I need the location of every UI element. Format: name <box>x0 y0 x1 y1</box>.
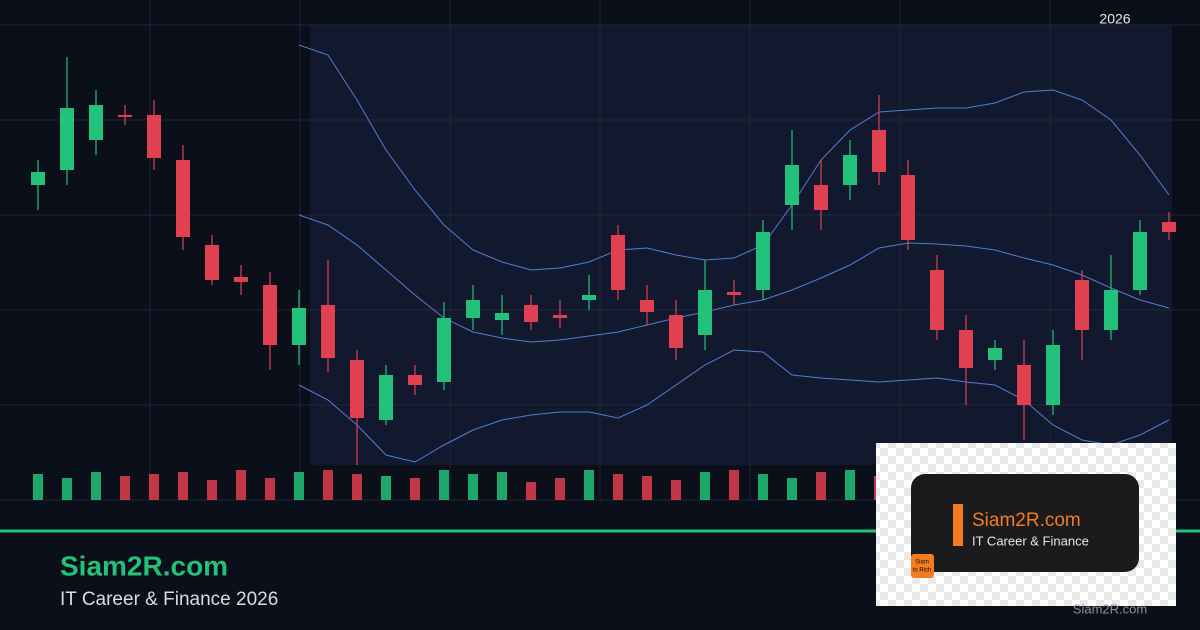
watermark-card: Siam2R.com IT Career & Finance Siam to R… <box>876 443 1176 606</box>
candle-body <box>988 348 1002 360</box>
volume-bar <box>787 478 797 500</box>
candle-body <box>408 375 422 385</box>
volume-bar <box>120 476 130 500</box>
volume-bar <box>178 472 188 500</box>
volume-bar <box>816 472 826 500</box>
volume-bar <box>207 480 217 500</box>
volume-bar <box>613 474 623 500</box>
volume-bar <box>555 478 565 500</box>
volume-bar <box>294 472 304 500</box>
card-name: Siam2R.com <box>972 510 1081 531</box>
volume-bar <box>729 470 739 500</box>
volume-bar <box>526 482 536 500</box>
candle-body <box>1017 365 1031 405</box>
candle-body <box>814 185 828 210</box>
candle-body <box>321 305 335 358</box>
candle-body <box>640 300 654 312</box>
candle-body <box>31 172 45 185</box>
candle-body <box>1075 280 1089 330</box>
candle-body <box>495 313 509 320</box>
year-label: 2026 <box>1099 11 1130 27</box>
candle-body <box>611 235 625 290</box>
candle-body <box>234 277 248 282</box>
volume-bar <box>323 470 333 500</box>
candle-body <box>1046 345 1060 405</box>
candle-body <box>901 175 915 240</box>
volume-bar <box>642 476 652 500</box>
candle-body <box>263 285 277 345</box>
candle-body <box>1133 232 1147 290</box>
candle-body <box>553 315 567 318</box>
candle-body <box>89 105 103 140</box>
candle-body <box>727 292 741 295</box>
plot <box>31 44 1176 500</box>
candle-body <box>60 108 74 170</box>
candle-body <box>437 318 451 382</box>
grid <box>0 0 1200 501</box>
candle-body <box>843 155 857 185</box>
candle-body <box>698 290 712 335</box>
candle-body <box>930 270 944 330</box>
candle-body <box>379 375 393 420</box>
candle-body <box>118 115 132 117</box>
footer-site: Siam2R.com <box>1073 601 1147 616</box>
brand-name: Siam2R.com <box>60 550 228 581</box>
candle-body <box>669 315 683 348</box>
candle-body <box>756 232 770 290</box>
card-accent <box>953 504 963 546</box>
volume-bar <box>439 470 449 500</box>
candle-body <box>350 360 364 418</box>
candle-body <box>292 308 306 345</box>
card-tagline: IT Career & Finance <box>972 533 1089 548</box>
volume-bar <box>62 478 72 500</box>
candle-body <box>1162 222 1176 232</box>
logo <box>911 554 934 578</box>
candle-body <box>205 245 219 280</box>
volume-bar <box>497 472 507 500</box>
volume-bar <box>236 470 246 500</box>
volume-bar <box>33 474 43 500</box>
volume-bar <box>584 470 594 500</box>
candle-body <box>147 115 161 158</box>
logo-line: to Rich <box>913 568 932 574</box>
candle-body <box>524 305 538 322</box>
card <box>911 474 1139 572</box>
volume-bar <box>352 474 362 500</box>
volume-bar <box>410 478 420 500</box>
candle-body <box>582 295 596 300</box>
volume-bar <box>381 476 391 500</box>
volume-bar <box>91 472 101 500</box>
candle-body <box>959 330 973 368</box>
volume-bar <box>700 472 710 500</box>
logo-line: Siam <box>915 560 929 566</box>
candle-body <box>466 300 480 318</box>
candle-body <box>785 165 799 205</box>
candle-body <box>1104 290 1118 330</box>
volume-bar <box>671 480 681 500</box>
volume-bar <box>845 470 855 500</box>
candle-body <box>176 160 190 237</box>
band-upper <box>298 44 1170 271</box>
candle-body <box>872 130 886 172</box>
volume-bar <box>265 478 275 500</box>
brand-tagline: IT Career & Finance 2026 <box>60 589 278 610</box>
volume-bar <box>758 474 768 500</box>
volume-bar <box>149 474 159 500</box>
volume-bar <box>468 474 478 500</box>
